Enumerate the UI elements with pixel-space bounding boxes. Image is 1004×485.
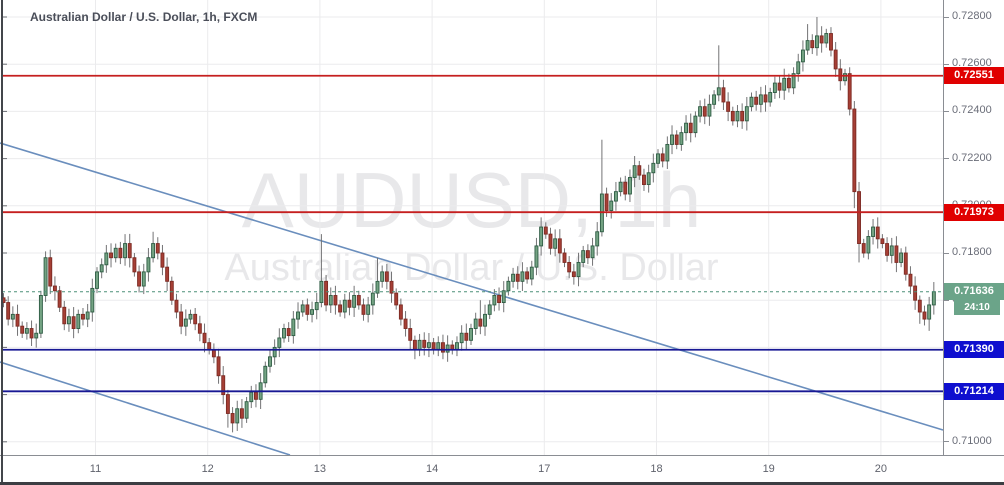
price-tick-label: 0.72800: [952, 10, 992, 22]
price-tick-mark: [944, 252, 949, 254]
time-tick-label: 11: [89, 463, 102, 475]
resistance-price-tag[interactable]: 0.71973: [944, 203, 1004, 221]
price-tick-label: 0.72400: [952, 104, 992, 117]
price-tick-mark: [944, 16, 949, 18]
window-bottom-edge: [0, 482, 1004, 485]
price-tick-label: 0.71000: [952, 434, 992, 447]
bar-countdown: 24:10: [954, 300, 1000, 316]
price-tick-label: 0.72600: [952, 57, 992, 70]
last-price-tag: 0.71636: [944, 283, 1004, 301]
time-tick-label: 20: [874, 463, 888, 475]
time-tick-label: 18: [650, 463, 663, 475]
plot-left-border: [1, 0, 3, 482]
time-tick-label: 14: [425, 463, 439, 475]
support-price-tag[interactable]: 0.71214: [944, 382, 1004, 400]
price-tick-mark: [944, 158, 949, 160]
chart-title: Australian Dollar / U.S. Dollar, 1h, FXC…: [30, 10, 258, 24]
time-tick-label: 13: [313, 463, 327, 475]
price-tick-mark: [944, 110, 949, 112]
price-tick-label: 0.71800: [952, 246, 992, 258]
time-tick-label: 17: [538, 463, 551, 475]
resistance-price-tag[interactable]: 0.72551: [944, 67, 1004, 85]
price-tick-mark: [944, 63, 949, 65]
price-tick-label: 0.72200: [952, 151, 992, 164]
time-axis[interactable]: 11 12 13 14 17 18 19 20: [0, 455, 1004, 483]
time-tick-label: 12: [201, 463, 214, 475]
time-tick-label: 19: [762, 463, 775, 475]
price-tick-mark: [944, 441, 949, 443]
support-price-tag[interactable]: 0.71390: [944, 341, 1004, 359]
